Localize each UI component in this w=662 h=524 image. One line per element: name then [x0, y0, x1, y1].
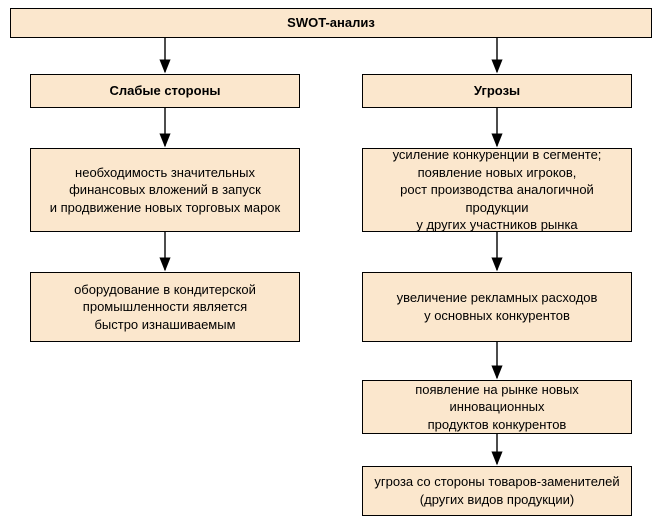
- node-threat1: усиление конкуренции в сегменте;появлени…: [362, 148, 632, 232]
- node-threat_header: Угрозы: [362, 74, 632, 108]
- node-threat4: угроза со стороны товаров-заменителей(др…: [362, 466, 632, 516]
- node-root: SWOT-анализ: [10, 8, 652, 38]
- node-threat3: появление на рынке новых инновационныхпр…: [362, 380, 632, 434]
- flowchart-canvas: SWOT-анализ Слабые стороны Угрозы необходим…: [0, 0, 662, 524]
- node-weak1: необходимость значительныхфинансовых вло…: [30, 148, 300, 232]
- node-weak2: оборудование в кондитерскойпромышленност…: [30, 272, 300, 342]
- node-threat2: увеличение рекламных расходову основных …: [362, 272, 632, 342]
- node-weak_header: Слабые стороны: [30, 74, 300, 108]
